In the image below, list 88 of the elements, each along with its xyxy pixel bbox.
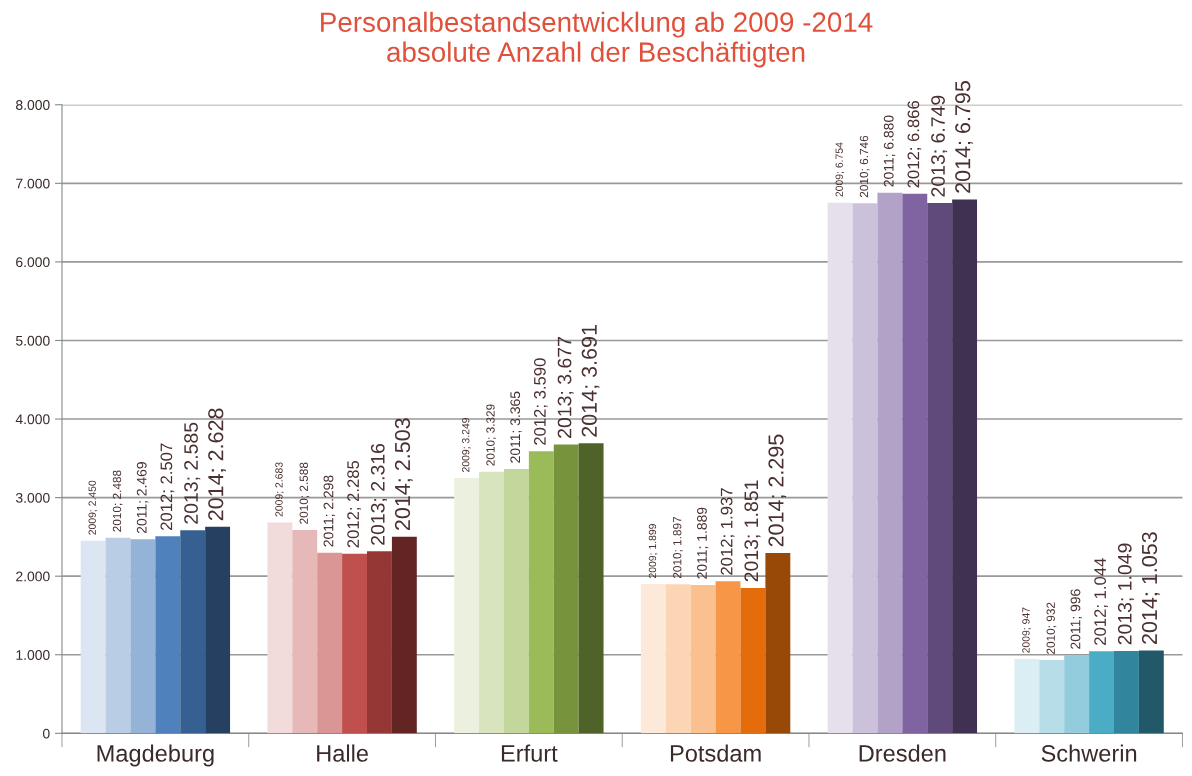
x-tick-label: Schwerin	[1041, 744, 1137, 762]
bar	[342, 553, 367, 734]
data-label: 2010; 3.329	[486, 404, 497, 466]
bar	[927, 203, 953, 734]
data-label: 2009; 6.754	[835, 142, 845, 197]
data-label: 2014; 2.503	[394, 418, 413, 531]
data-label: 2009; 947	[1022, 607, 1031, 653]
data-label: 2009; 1.899	[648, 524, 658, 579]
bar	[1039, 660, 1065, 734]
data-label: 2013; 2.585	[184, 422, 201, 524]
bar	[367, 551, 392, 734]
bar	[292, 529, 318, 734]
bar	[80, 540, 106, 734]
data-label: 2011; 3.365	[510, 391, 522, 463]
bar	[1113, 650, 1139, 734]
data-label: 2011; 2.298	[323, 475, 336, 547]
x-tick-label: Potsdam	[670, 744, 761, 762]
bar	[267, 522, 293, 734]
data-label: 2013; 3.677	[557, 337, 574, 438]
x-tick-label: Magdeburg	[97, 744, 214, 767]
data-label: 2012; 2.285	[347, 460, 361, 548]
data-label: 2009; 2.450	[88, 480, 98, 535]
x-tick-label: Erfurt	[501, 744, 558, 762]
bar	[715, 581, 741, 734]
data-label: 2014; 3.691	[581, 325, 600, 437]
data-label: 2011; 2.469	[136, 462, 149, 534]
x-tick-label: Dresden	[859, 744, 946, 762]
data-label: 2014; 6.795	[955, 81, 973, 193]
data-label: 2012; 2.507	[160, 443, 175, 530]
bar	[553, 444, 579, 734]
bar	[1064, 655, 1090, 734]
data-label: 2010; 2.588	[299, 462, 310, 524]
bar	[852, 203, 878, 734]
bar	[827, 202, 853, 734]
bar	[690, 584, 716, 734]
bar	[578, 443, 604, 734]
bar	[391, 536, 417, 734]
data-label: 2013; 1.851	[744, 480, 761, 582]
bar	[1138, 650, 1164, 734]
data-label: 2011; 6.880	[883, 115, 896, 187]
data-label: 2010; 1.897	[673, 516, 683, 579]
data-label: 2010; 932	[1046, 602, 1057, 654]
data-label: 2013; 2.316	[370, 443, 387, 545]
y-tick-label: 1.000	[16, 650, 50, 660]
data-label: 2010; 6.746	[859, 135, 870, 198]
data-label: 2014; 1.053	[1141, 532, 1160, 644]
bar	[640, 584, 666, 734]
bar	[740, 587, 766, 734]
bar	[317, 552, 343, 734]
data-label: 2013; 1.049	[1117, 543, 1134, 645]
bar	[205, 526, 231, 734]
y-tick-label: 4.000	[15, 414, 50, 425]
bar	[528, 451, 554, 734]
bar	[105, 537, 131, 734]
bar	[902, 193, 928, 734]
bar	[503, 468, 529, 734]
bar	[479, 471, 504, 734]
chart-title: Personalbestandsentwicklung ab 2009 -2014 absolute Anzahl der Beschäftigten	[321, 11, 873, 68]
y-tick-label: 2.000	[16, 571, 50, 582]
y-tick-label: 6.000	[16, 257, 50, 268]
data-label: 2009; 3.249	[462, 417, 471, 472]
data-label: 2010; 2.488	[112, 470, 123, 532]
bar	[180, 530, 206, 734]
bar	[1014, 658, 1040, 734]
data-label: 2013; 6.749	[931, 95, 948, 197]
data-label: 2012; 6.866	[907, 100, 922, 188]
data-label: 2014; 2.628	[208, 408, 226, 521]
x-tick-label: Halle	[317, 744, 368, 762]
bar	[1089, 651, 1114, 734]
data-label: 2012; 1.937	[720, 488, 735, 575]
y-tick-label: 5.000	[15, 335, 50, 346]
y-tick-label: 7.000	[16, 178, 50, 189]
data-label: 2014; 2.295	[768, 434, 787, 547]
bar	[130, 539, 156, 734]
y-tick-label: 3.000	[15, 492, 50, 503]
data-label: 2012; 3.590	[533, 358, 548, 445]
y-tick-label: 8.000	[16, 100, 50, 110]
bar	[454, 478, 480, 734]
bar	[765, 553, 791, 734]
y-tick-label: 0	[43, 728, 50, 739]
bar	[665, 584, 691, 734]
bar	[877, 192, 903, 734]
bar	[952, 199, 978, 734]
data-label: 2009; 2.683	[275, 462, 284, 517]
data-label: 2012; 1.044	[1094, 558, 1108, 645]
bar	[155, 536, 181, 734]
data-label: 2011; 1.889	[697, 507, 709, 579]
data-label: 2011; 996	[1070, 589, 1083, 649]
